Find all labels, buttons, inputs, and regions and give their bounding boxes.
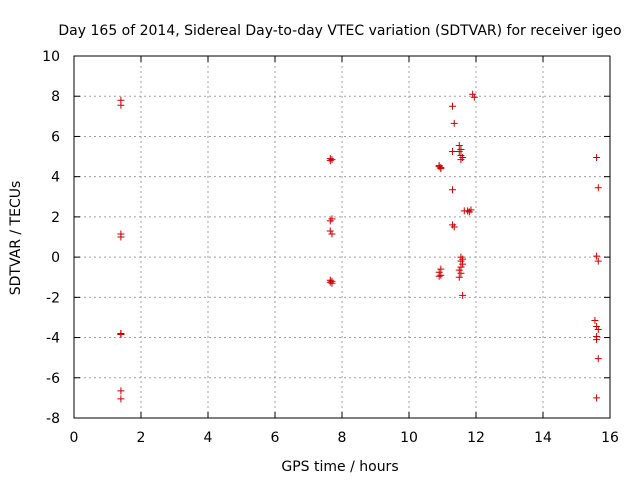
data-point	[593, 336, 601, 344]
data-point	[449, 148, 457, 156]
x-tick-label: 6	[271, 430, 280, 446]
data-point	[449, 221, 457, 229]
data-point	[464, 207, 472, 215]
x-tick-label: 12	[467, 430, 485, 446]
data-point	[593, 154, 601, 162]
data-point	[594, 184, 602, 192]
data-point	[437, 165, 445, 173]
y-tick-label: -2	[46, 290, 60, 306]
x-tick-label: 10	[400, 430, 418, 446]
data-point	[457, 269, 465, 277]
data-points-layer	[117, 90, 602, 403]
data-point	[449, 102, 457, 110]
data-point	[594, 257, 602, 265]
data-point	[437, 271, 445, 279]
data-point	[591, 316, 599, 324]
y-tick-label: 10	[42, 49, 60, 65]
data-point	[326, 217, 334, 225]
y-tick-label: 2	[51, 210, 60, 226]
x-tick-label: 0	[70, 430, 79, 446]
data-point	[457, 257, 465, 265]
data-point	[467, 206, 475, 214]
data-point	[328, 230, 336, 238]
data-point	[437, 265, 445, 273]
data-point	[593, 252, 601, 260]
data-point	[326, 157, 334, 165]
data-point	[450, 119, 458, 127]
y-tick-label: -8	[46, 411, 60, 427]
y-tick-label: -6	[46, 371, 60, 387]
y-tick-label: -4	[46, 331, 60, 347]
data-point	[326, 227, 334, 235]
plot-frame	[73, 55, 611, 419]
data-point	[117, 395, 125, 403]
data-point	[593, 322, 601, 330]
data-point	[457, 156, 465, 164]
data-point	[449, 186, 457, 194]
y-tick-label: 0	[51, 250, 60, 266]
tick-label-layer: 0 2 4 6 8 10 12 14 16 -8 -6 -4 -2 0 2 4 6 8 10	[42, 49, 619, 446]
data-point	[455, 266, 463, 274]
data-point	[593, 394, 601, 402]
data-point	[459, 260, 467, 268]
x-tick-label: 2	[137, 430, 146, 446]
data-point	[459, 291, 467, 299]
data-point	[455, 273, 463, 281]
x-tick-label: 4	[204, 430, 213, 446]
data-point	[455, 141, 463, 149]
x-tick-label: 14	[534, 430, 552, 446]
data-point	[469, 90, 477, 98]
chart-title: Day 165 of 2014, Sidereal Day-to-day VTE…	[58, 23, 621, 39]
y-tick-label: 6	[51, 129, 60, 145]
data-point	[435, 272, 443, 280]
data-point	[117, 233, 125, 241]
data-point	[457, 263, 465, 271]
data-point	[117, 101, 125, 109]
data-point	[117, 387, 125, 395]
data-point	[594, 326, 602, 334]
y-axis-label: SDTVAR / TECUs	[8, 181, 24, 296]
data-point	[326, 278, 334, 286]
y-tick-label: 8	[51, 89, 60, 105]
x-tick-label: 8	[338, 430, 347, 446]
data-point	[117, 330, 125, 338]
x-tick-label: 16	[601, 430, 619, 446]
grid-layer	[74, 56, 610, 418]
data-point	[328, 277, 336, 285]
data-point	[470, 93, 478, 101]
data-point	[328, 156, 336, 164]
x-axis-label: GPS time / hours	[281, 459, 398, 475]
data-point	[455, 148, 463, 156]
y-tick-label: 4	[51, 170, 60, 186]
data-point	[594, 355, 602, 363]
